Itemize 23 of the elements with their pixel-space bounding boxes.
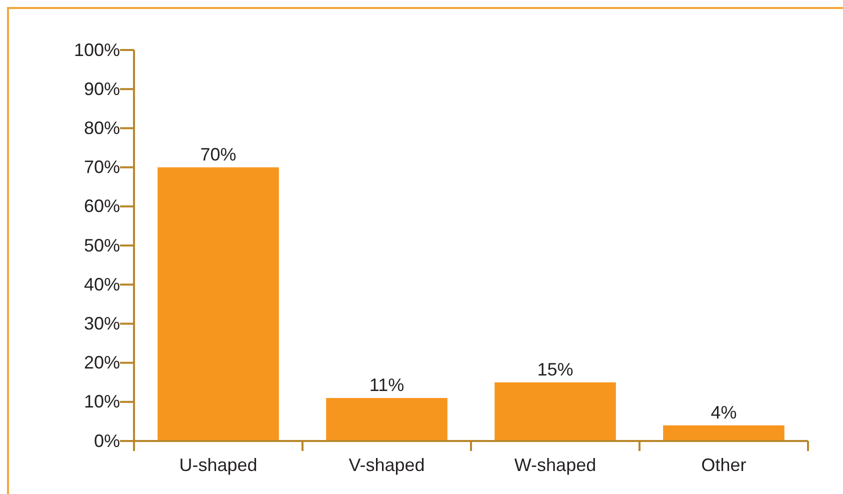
y-tick-label: 70% bbox=[84, 157, 120, 178]
y-tick-label: 60% bbox=[84, 196, 120, 216]
y-tick-label: 0% bbox=[94, 430, 120, 451]
y-tick-label: 50% bbox=[84, 235, 120, 256]
y-tick-label: 100% bbox=[74, 40, 120, 60]
y-tick-label: 30% bbox=[84, 313, 120, 334]
bar bbox=[158, 167, 279, 441]
bar bbox=[494, 382, 616, 441]
data-label: 11% bbox=[369, 374, 404, 395]
y-tick-label: 80% bbox=[84, 118, 120, 138]
y-tick-label: 40% bbox=[84, 274, 120, 294]
y-tick-label: 10% bbox=[84, 392, 120, 412]
x-tick-label: W-shaped bbox=[514, 455, 596, 475]
y-tick-label: 20% bbox=[84, 352, 120, 373]
x-tick-label: Other bbox=[701, 455, 746, 475]
data-label: 15% bbox=[537, 359, 574, 380]
data-label: 4% bbox=[710, 402, 737, 422]
x-tick-label: U-shaped bbox=[179, 455, 258, 475]
x-tick-label: V-shaped bbox=[348, 455, 425, 475]
data-label: 70% bbox=[200, 144, 236, 164]
bar bbox=[326, 398, 448, 441]
bar bbox=[663, 425, 784, 441]
y-tick-label: 90% bbox=[84, 78, 120, 99]
